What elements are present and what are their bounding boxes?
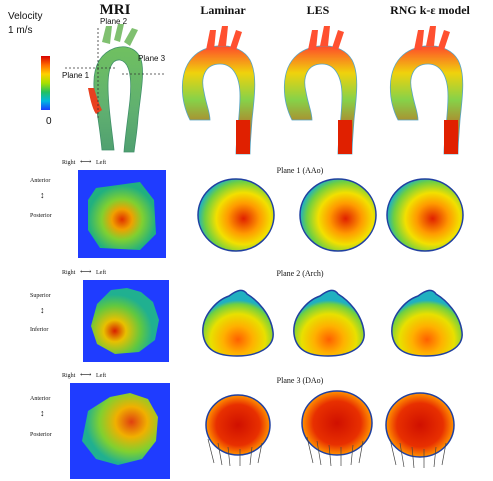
row2-top-label: Superior: [30, 293, 51, 299]
row-title-plane-1: Plane 1 (AAo): [230, 166, 370, 175]
row2-mri-slice: [83, 280, 169, 362]
row-title-plane-3: Plane 3 (DAo): [230, 376, 370, 385]
aorta-plane-3-label: Plane 3: [138, 54, 165, 63]
row3-rng-slice: [380, 387, 460, 469]
column-title-laminar: Laminar: [178, 3, 268, 18]
row2-vertical-arrow: ↕: [40, 305, 45, 315]
row1-les-slice: [297, 176, 379, 254]
row3-top-label: Anterior: [30, 396, 50, 402]
row2-laminar-slice: [195, 284, 279, 360]
velocity-colorbar: [41, 56, 50, 110]
row1-right-label: Right: [62, 160, 75, 166]
column-title-rng: RNG k-ε model: [370, 3, 490, 18]
legend-max-label: 1 m/s: [8, 25, 32, 36]
column-title-les: LES: [283, 3, 353, 18]
row2-rng-slice: [384, 284, 468, 360]
row3-laminar-slice: [200, 389, 276, 467]
row3-mri-slice: [70, 383, 170, 479]
row3-vertical-arrow: ↕: [40, 408, 45, 418]
row-title-plane-2: Plane 2 (Arch): [230, 269, 370, 278]
aorta-plane-1-label: Plane 1: [62, 71, 89, 80]
mri-aorta-geometry: [60, 18, 170, 158]
laminar-aorta-render: [170, 20, 270, 160]
aorta-plane-2-label: Plane 2: [100, 17, 127, 26]
row2-right-label: Right: [62, 270, 75, 276]
rng-aorta-render: [378, 20, 478, 160]
row2-horizontal-arrow: ⟷: [80, 267, 91, 276]
row1-laminar-slice: [195, 176, 277, 254]
row1-left-label: Left: [96, 160, 106, 166]
row1-top-label: Anterior: [30, 178, 50, 184]
legend-min-label: 0: [46, 116, 52, 127]
row1-rng-slice: [384, 176, 466, 254]
row3-les-slice: [297, 385, 377, 467]
row3-horizontal-arrow: ⟷: [80, 370, 91, 379]
row2-les-slice: [286, 284, 370, 360]
row3-bottom-label: Posterior: [30, 432, 52, 438]
row2-left-label: Left: [96, 270, 106, 276]
les-aorta-render: [272, 20, 372, 160]
row3-right-label: Right: [62, 373, 75, 379]
row1-bottom-label: Posterior: [30, 213, 52, 219]
row1-mri-slice: [78, 170, 166, 258]
row2-bottom-label: Inferior: [30, 327, 48, 333]
legend-title: Velocity: [8, 11, 42, 22]
row3-left-label: Left: [96, 373, 106, 379]
row1-horizontal-arrow: ⟷: [80, 157, 91, 166]
row1-vertical-arrow: ↕: [40, 190, 45, 200]
